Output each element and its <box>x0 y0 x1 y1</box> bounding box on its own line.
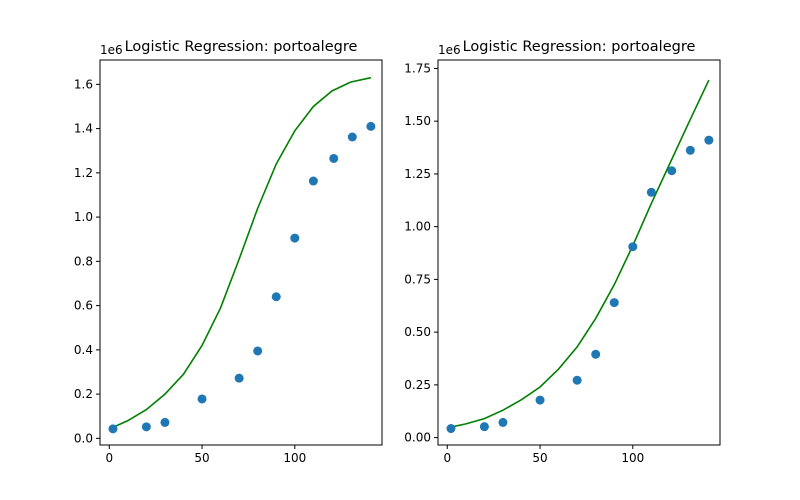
y-tick-label: 0.75 <box>404 272 431 286</box>
y-tick-label: 1.75 <box>404 61 431 75</box>
data-point <box>197 394 207 404</box>
data-point <box>591 349 601 359</box>
y-tick-label: 0.2 <box>74 387 93 401</box>
chart-title: Logistic Regression: portoalegre <box>463 39 696 55</box>
y-tick-label: 0.00 <box>404 431 431 445</box>
y-offset-label: 1e6 <box>438 43 461 57</box>
chart-title: Logistic Regression: portoalegre <box>125 39 358 55</box>
data-point <box>108 424 118 434</box>
y-tick-label: 1.50 <box>404 114 431 128</box>
data-point <box>479 422 489 432</box>
data-point <box>329 153 339 163</box>
data-point <box>347 132 357 142</box>
data-point <box>290 233 300 243</box>
y-tick-label: 1.25 <box>404 167 431 181</box>
data-point <box>141 422 151 432</box>
axes-frame <box>437 59 721 446</box>
axes-frame <box>99 59 383 446</box>
y-tick-label: 1.6 <box>74 77 93 91</box>
chart-panel-1: 0 50 100 0.0 0.2 0.4 0.6 0.8 1.0 1.2 1.4 1.6 1e6 Logi… <box>74 39 383 465</box>
y-tick-label: 0.25 <box>404 378 431 392</box>
y-tick-label: 0.6 <box>74 299 93 313</box>
y-tick-label: 0.4 <box>74 343 93 357</box>
x-tick-label: 100 <box>283 451 306 465</box>
data-point <box>366 121 376 131</box>
fitted-curve-line <box>450 79 710 428</box>
data-point <box>498 417 508 427</box>
data-point <box>685 145 695 155</box>
data-point <box>446 424 456 434</box>
data-point <box>308 176 318 186</box>
chart-panel-2: 0 50 100 0.00 0.25 0.50 0.75 1.00 1.25 1.50 1.75 1e… <box>404 39 721 465</box>
data-point <box>572 375 582 385</box>
data-point <box>609 298 619 308</box>
y-offset-label: 1e6 <box>100 43 123 57</box>
fitted-curve-line <box>112 76 372 429</box>
data-point <box>253 346 263 356</box>
data-point <box>160 417 170 427</box>
data-point <box>234 373 244 383</box>
x-tick-label: 0 <box>443 451 451 465</box>
y-tick-label: 1.2 <box>74 166 93 180</box>
y-tick-label: 0.0 <box>74 431 93 445</box>
x-tick-label: 0 <box>105 451 113 465</box>
data-point <box>667 166 677 176</box>
x-tick-label: 50 <box>532 451 547 465</box>
x-tick-label: 50 <box>194 451 209 465</box>
y-tick-label: 1.0 <box>74 210 93 224</box>
data-point <box>646 187 656 197</box>
y-tick-label: 0.50 <box>404 325 431 339</box>
x-tick-label: 100 <box>621 451 644 465</box>
y-tick-label: 1.4 <box>74 122 93 136</box>
y-tick-label: 1.00 <box>404 220 431 234</box>
data-point <box>704 135 714 145</box>
data-point <box>271 292 281 302</box>
data-point <box>535 395 545 405</box>
y-tick-label: 0.8 <box>74 254 93 268</box>
data-point <box>628 242 638 252</box>
